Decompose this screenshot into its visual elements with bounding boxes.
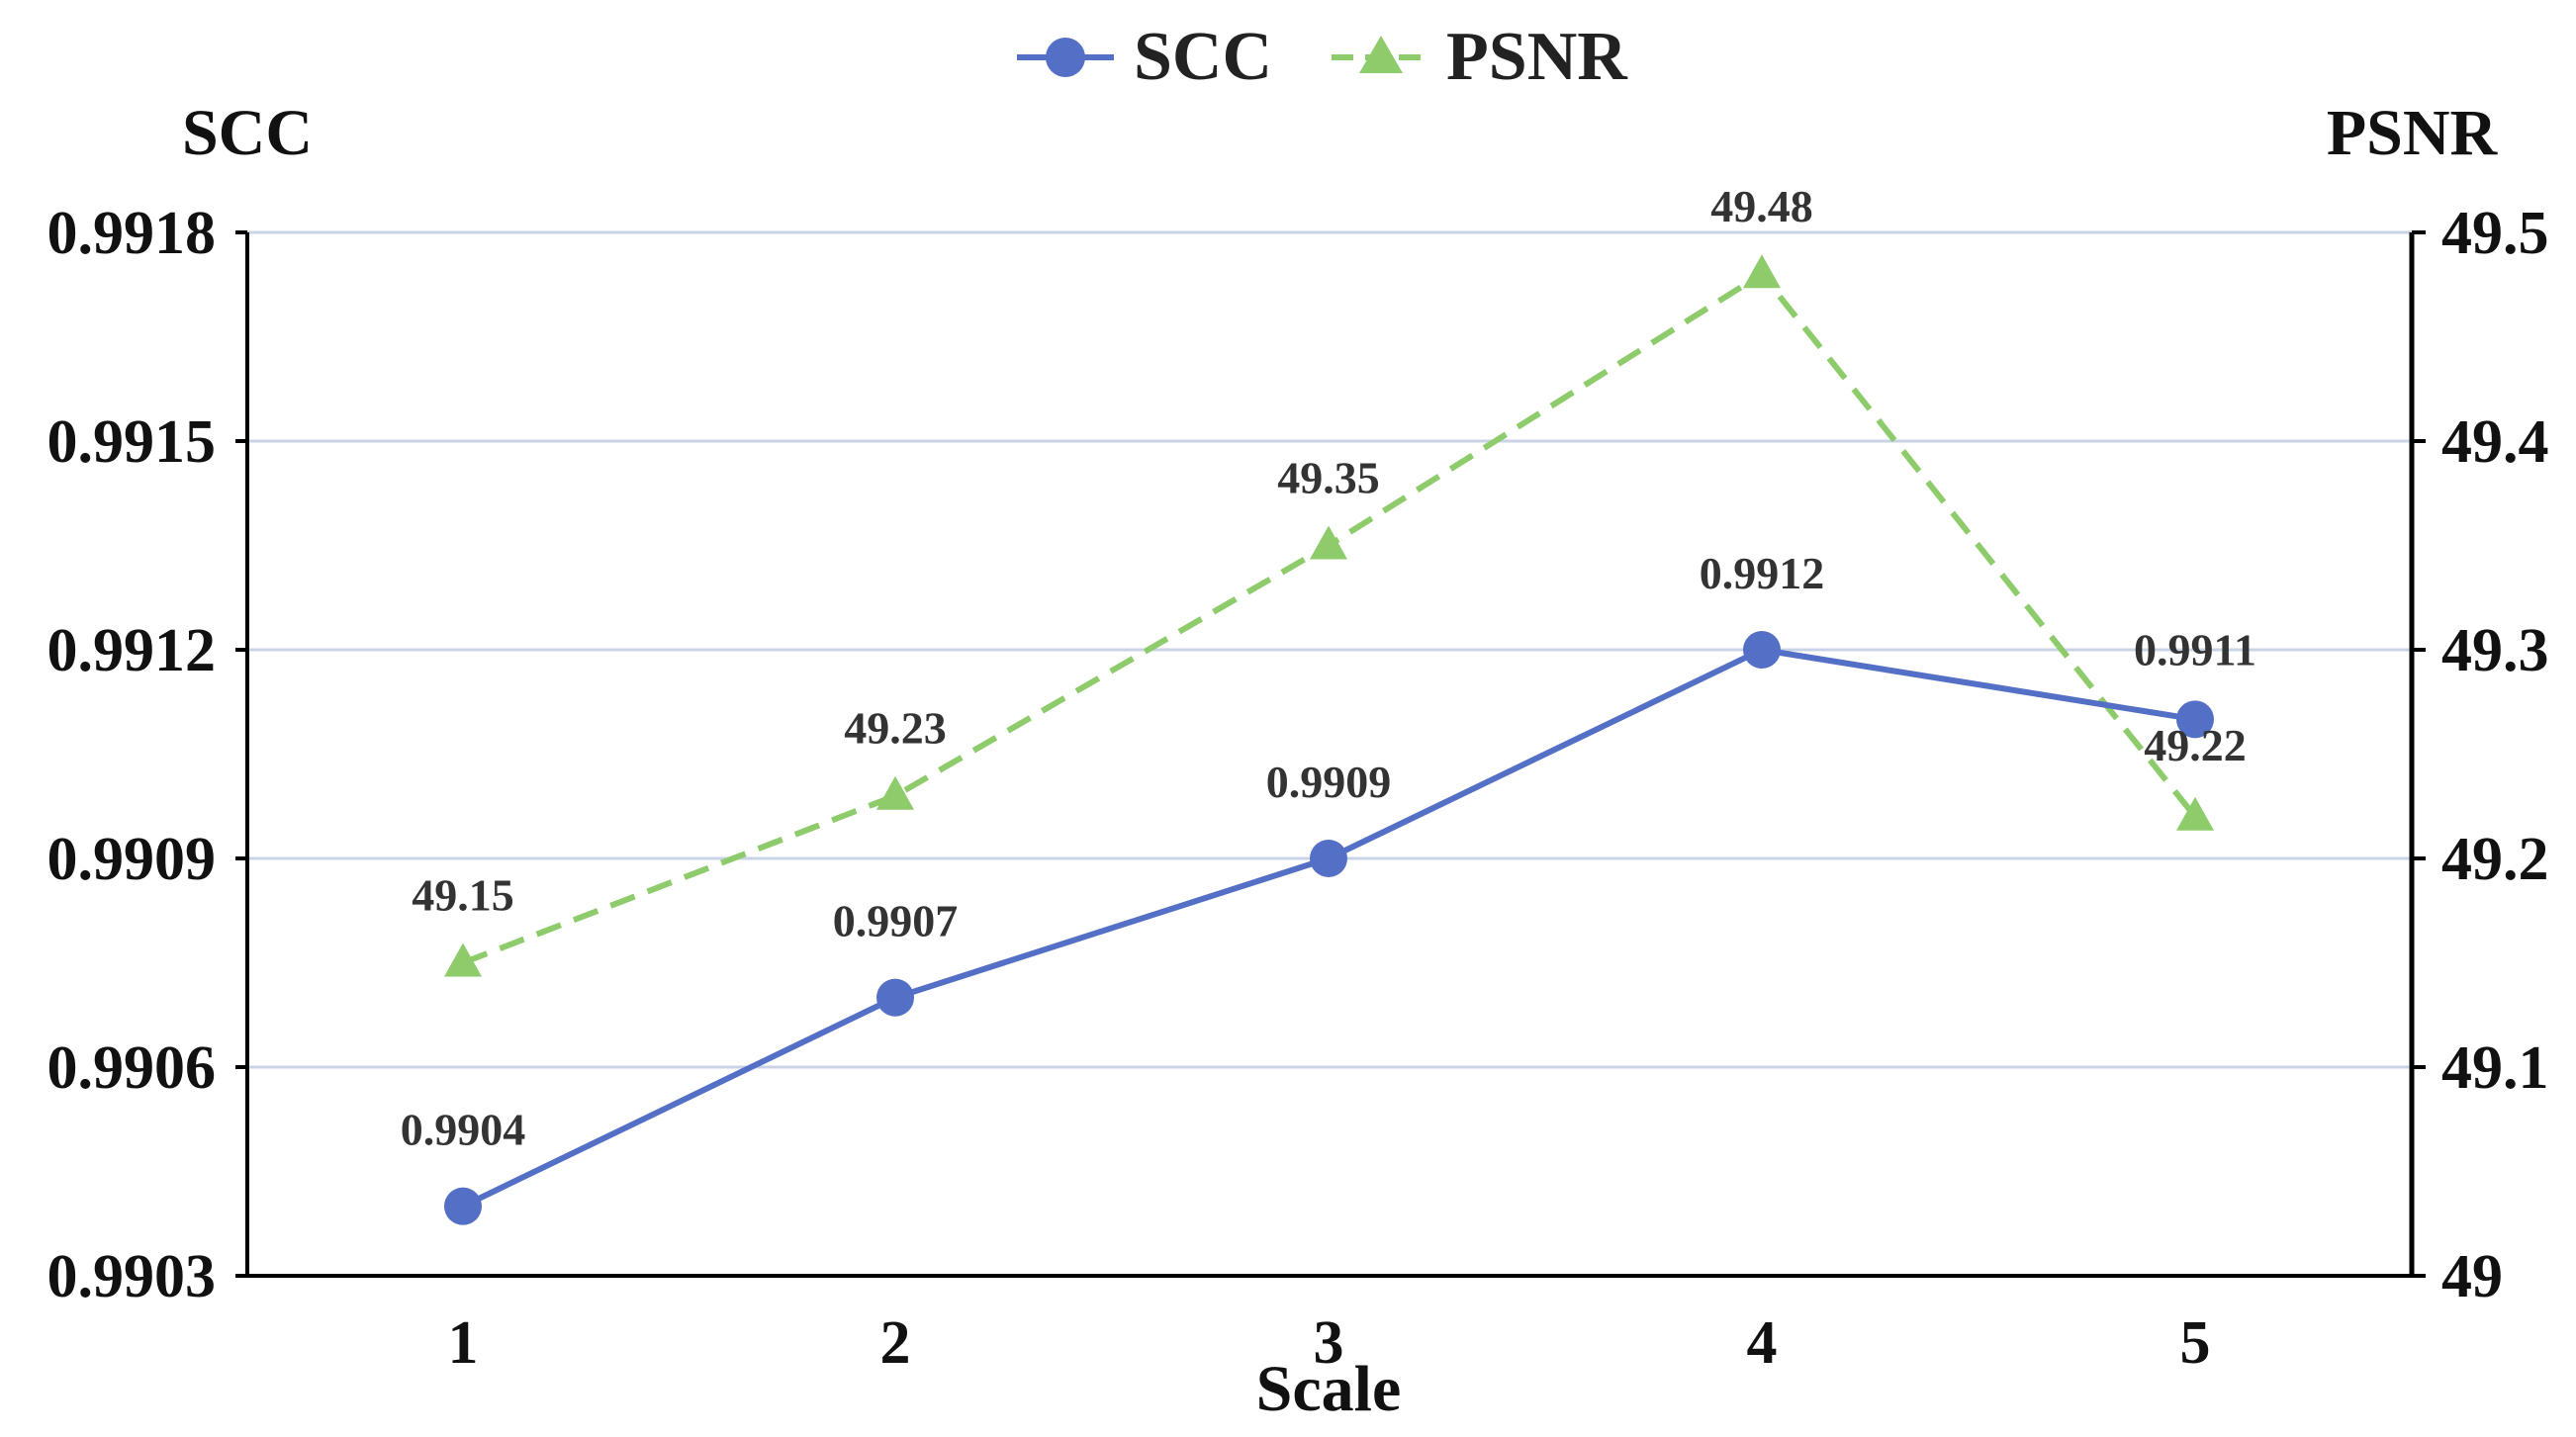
left-tick-label: 0.9912	[47, 617, 217, 684]
left-axis-title: SCC	[182, 97, 313, 169]
x-axis-title: Scale	[1256, 1353, 1402, 1425]
legend: SCC PSNR	[1017, 19, 1628, 95]
right-tick-label: 49.1	[2441, 1034, 2549, 1102]
series-layer	[444, 254, 2214, 1225]
x-tick-label: 5	[2180, 1309, 2211, 1377]
scc-point	[2176, 700, 2214, 739]
tick-labels: 0.9903 0.9906 0.9909 0.9912 0.9915 0.9918 49 49…	[47, 200, 2549, 1377]
psnr-data-label: 49.23	[844, 703, 947, 754]
psnr-data-label: 49.22	[2144, 720, 2247, 770]
scc-point	[876, 978, 914, 1017]
right-axis-title: PSNR	[2327, 97, 2499, 169]
legend-psnr-label: PSNR	[1446, 19, 1628, 95]
data-labels: 0.9904 0.9907 0.9909 0.9912 0.9911 49.15 49.23…	[401, 181, 2256, 1154]
right-tick-label: 49	[2441, 1243, 2503, 1310]
scc-data-label: 0.9907	[833, 896, 959, 946]
psnr-data-label: 49.35	[1277, 453, 1380, 503]
scc-line	[461, 646, 2196, 1210]
scc-point	[1310, 840, 1347, 877]
psnr-point	[2176, 796, 2214, 831]
scc-data-label: 0.9911	[2134, 624, 2256, 674]
psnr-point	[1310, 525, 1347, 560]
psnr-data-label: 49.48	[1710, 181, 1813, 231]
right-tick-label: 49.5	[2441, 200, 2549, 267]
psnr-point	[876, 775, 914, 810]
legend-psnr-marker	[1359, 36, 1403, 73]
right-tick-label: 49.2	[2441, 826, 2549, 893]
psnr-data-label: 49.15	[412, 870, 514, 921]
left-tick-label: 0.9909	[47, 826, 217, 893]
legend-scc-marker	[1046, 38, 1085, 77]
grid-lines	[247, 230, 2412, 1069]
psnr-point	[1743, 254, 1781, 289]
x-tick-label: 3	[1314, 1309, 1344, 1377]
right-tick-label: 49.3	[2441, 617, 2549, 684]
scc-point	[1743, 631, 1781, 669]
left-tick-label: 0.9906	[47, 1034, 217, 1102]
legend-scc-label: SCC	[1134, 19, 1272, 95]
scc-data-label: 0.9904	[401, 1105, 526, 1155]
right-tick-label: 49.4	[2441, 408, 2549, 476]
x-tick-label: 4	[1747, 1309, 1778, 1377]
x-tick-label: 1	[448, 1309, 479, 1377]
scc-data-label: 0.9912	[1700, 548, 1825, 598]
psnr-point	[444, 943, 482, 977]
scc-point	[444, 1187, 482, 1225]
x-tick-label: 2	[880, 1309, 911, 1377]
left-tick-label: 0.9915	[47, 408, 217, 476]
left-tick-label: 0.9903	[47, 1243, 217, 1310]
axes	[235, 230, 2426, 1278]
left-tick-label: 0.9918	[47, 200, 217, 267]
scc-data-label: 0.9909	[1266, 757, 1392, 807]
